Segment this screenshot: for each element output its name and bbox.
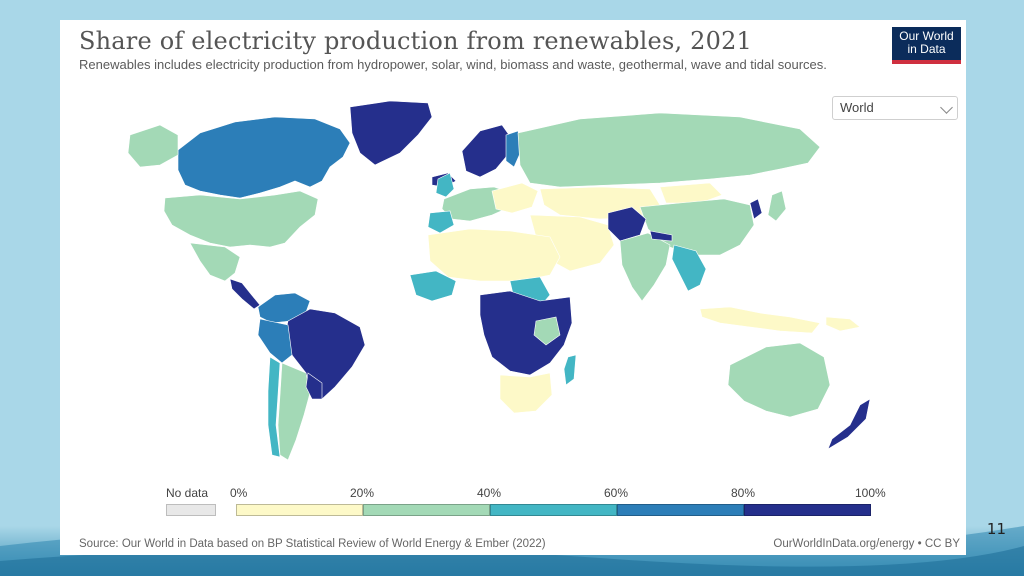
country-india[interactable] (619, 232, 671, 302)
legend-no-data-swatch (166, 504, 216, 516)
legend-tick-0: 0% (230, 486, 248, 500)
legend-tick-3: 60% (604, 486, 629, 500)
country-peru-bolivia[interactable] (257, 318, 293, 364)
country-east-africa[interactable] (533, 316, 561, 346)
legend-bin-60-80[interactable] (617, 504, 744, 516)
logo-line-2: in Data (907, 42, 946, 56)
country-japan[interactable] (767, 190, 787, 222)
legend-bin-20-40[interactable] (363, 504, 490, 516)
country-central-america[interactable] (229, 278, 261, 310)
chart-title: Share of electricity production from ren… (79, 27, 753, 55)
slide-number: 11 (986, 520, 1006, 538)
legend-bin-0-20[interactable] (236, 504, 363, 516)
chart-card: Share of electricity production from ren… (60, 20, 966, 555)
logo-line-1: Our World (899, 29, 954, 43)
country-mongolia[interactable] (659, 182, 723, 204)
country-scandinavia[interactable] (461, 124, 513, 178)
country-mexico[interactable] (189, 242, 241, 282)
legend-tick-2: 40% (477, 486, 502, 500)
legend-color-bar (236, 504, 871, 516)
country-finland[interactable] (505, 130, 523, 168)
country-canada[interactable] (177, 116, 351, 199)
country-nepal-bhutan[interactable] (649, 230, 673, 242)
country-usa[interactable] (163, 190, 319, 248)
country-russia[interactable] (517, 112, 821, 188)
country-greenland[interactable] (349, 100, 433, 166)
legend-bin-80-100[interactable] (744, 504, 871, 516)
country-kazakhstan-central-asia[interactable] (539, 186, 661, 220)
country-argentina[interactable] (277, 362, 311, 461)
world-map[interactable] (60, 95, 966, 485)
country-west-africa[interactable] (409, 270, 457, 302)
country-papua-new-guinea[interactable] (825, 316, 861, 332)
footer-link[interactable]: OurWorldInData.org/energy • CC BY (773, 538, 960, 550)
country-iberia[interactable] (427, 210, 455, 234)
source-note: Source: Our World in Data based on BP St… (79, 538, 546, 550)
country-north-africa[interactable] (427, 228, 561, 282)
country-australia[interactable] (727, 342, 831, 418)
country-eastern-europe[interactable] (491, 182, 539, 214)
legend-tick-1: 20% (350, 486, 375, 500)
country-southeast-asia[interactable] (671, 244, 707, 292)
country-indonesia[interactable] (699, 306, 821, 334)
legend-tick-4: 80% (731, 486, 756, 500)
legend-bin-40-60[interactable] (490, 504, 617, 516)
owid-logo[interactable]: Our World in Data (892, 27, 961, 64)
region-select[interactable]: World (832, 96, 958, 120)
country-chile[interactable] (267, 356, 281, 458)
country-uruguay-paraguay[interactable] (305, 372, 323, 400)
country-alaska-usa[interactable] (127, 124, 179, 168)
region-select-value: World (840, 100, 874, 115)
country-japan-korea[interactable] (749, 198, 763, 220)
country-new-zealand[interactable] (827, 398, 871, 450)
legend-no-data-label: No data (166, 486, 209, 500)
chart-subtitle: Renewables includes electricity producti… (79, 57, 827, 72)
legend-tick-5: 100% (855, 486, 886, 500)
country-southern-africa[interactable] (499, 372, 553, 414)
country-uk[interactable] (435, 172, 455, 198)
country-central-africa[interactable] (479, 290, 573, 376)
country-madagascar[interactable] (563, 354, 577, 386)
